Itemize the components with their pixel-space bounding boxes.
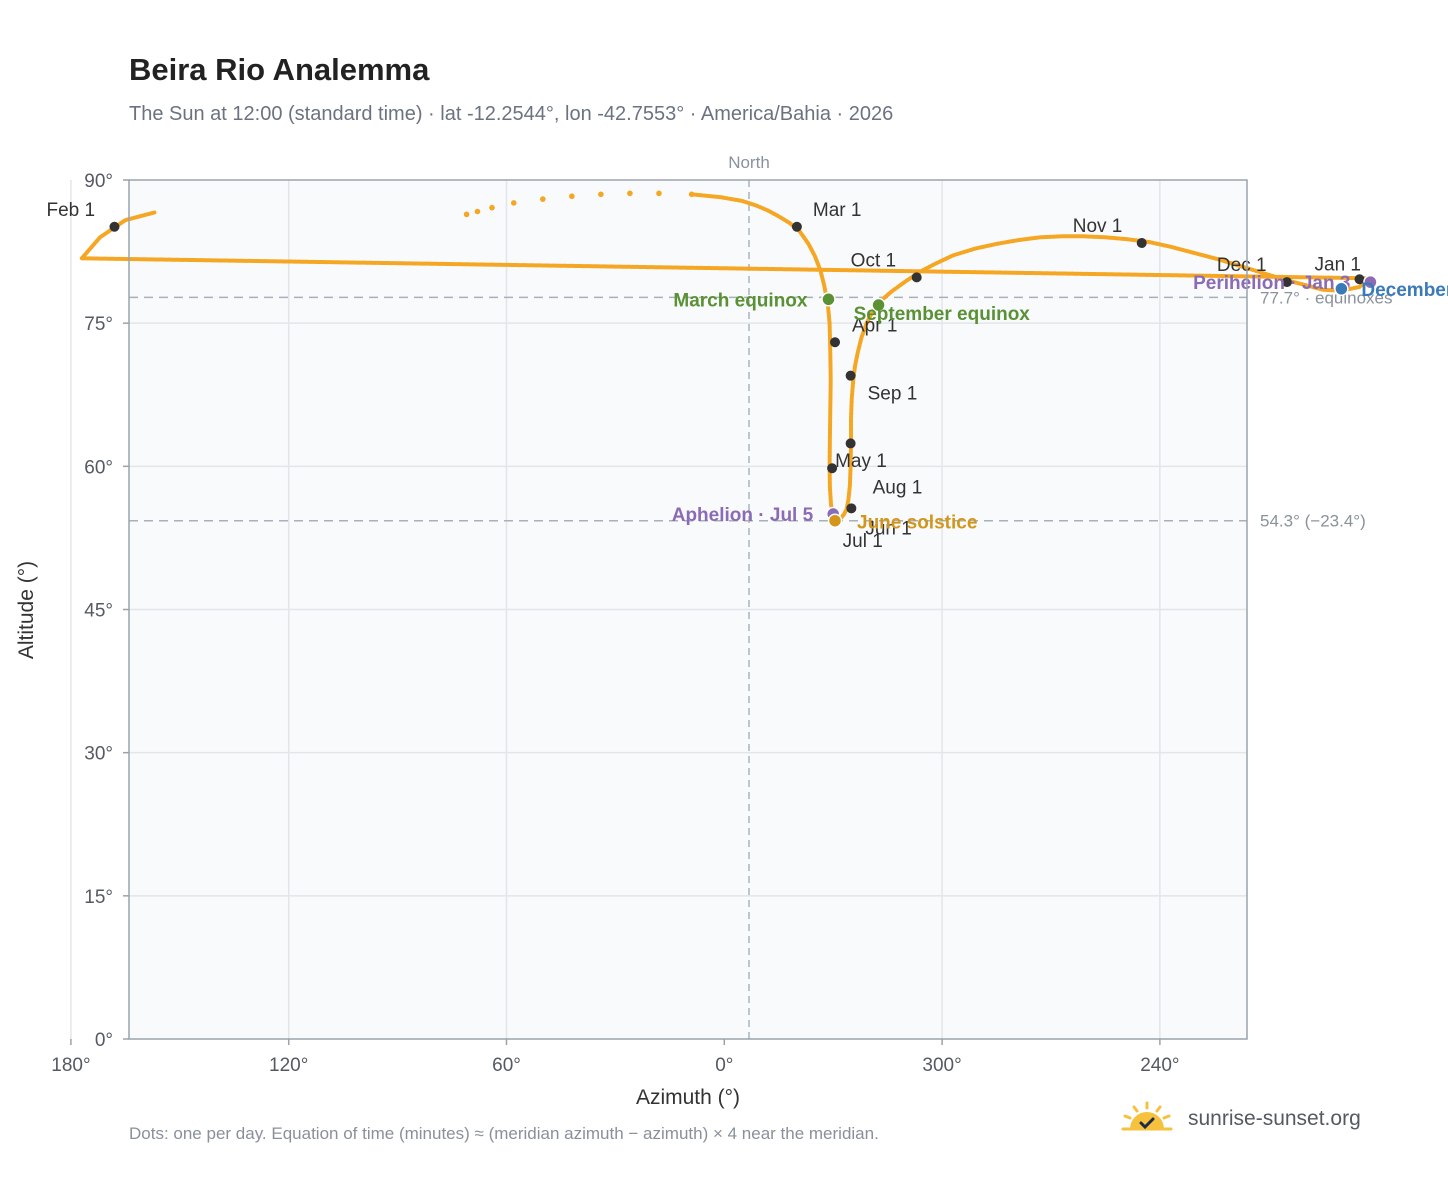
- month-label: Oct 1: [851, 250, 896, 271]
- month-marker: [845, 438, 856, 449]
- event-markers: Perihelion · Jan 3 December solstice March…: [672, 273, 1448, 534]
- month-marker: [845, 370, 856, 381]
- month-label: Aug 1: [873, 477, 923, 498]
- month-label: Dec 1: [1217, 255, 1267, 276]
- x-axis-label: Azimuth (°): [636, 1086, 740, 1109]
- event-marker: [821, 292, 836, 307]
- month-label: Jul 1: [843, 531, 883, 552]
- daily-dot: [688, 191, 695, 198]
- reference-line-label: 54.3° (−23.4°): [1260, 512, 1366, 531]
- chart-title: Beira Rio Analemma: [129, 52, 430, 87]
- event-marker: [827, 513, 843, 528]
- month-marker: [1136, 237, 1147, 248]
- daily-dot: [540, 196, 546, 202]
- event-marker: [1334, 281, 1349, 297]
- x-tick-label: 120°: [269, 1055, 308, 1076]
- event-marker: [871, 297, 886, 313]
- x-tick-label: 240°: [1140, 1055, 1179, 1076]
- y-axis-ticks: 0° 15° 30° 45° 60° 75° 90°: [84, 171, 129, 1051]
- reference-lines: 77.7° · equinoxes 54.3° (−23.4°): [129, 288, 1393, 531]
- daily-dot: [489, 204, 495, 211]
- meridian: North: [728, 153, 770, 1039]
- brand[interactable]: sunrise-sunset.org: [1120, 1101, 1361, 1137]
- month-marker: [911, 272, 922, 283]
- month-marker: [830, 337, 841, 348]
- chart-subtitle: The Sun at 12:00 (standard time) · lat -…: [129, 103, 894, 125]
- daily-dot: [474, 208, 481, 215]
- event-label: December solstice: [1361, 280, 1448, 301]
- event-marker: [1363, 274, 1378, 290]
- y-tick-label: 15°: [84, 887, 113, 908]
- event-label: June solstice: [857, 513, 977, 534]
- month-marker: [791, 221, 802, 232]
- daily-dot: [463, 211, 470, 218]
- y-tick-label: 90°: [84, 171, 113, 192]
- x-tick-label: 300°: [922, 1055, 961, 1076]
- x-axis-ticks: 180° 240° 300° 0° 60° 120°: [51, 1039, 1180, 1076]
- daily-dot: [598, 191, 604, 198]
- x-tick-label: 180°: [51, 1055, 90, 1076]
- event-label: September equinox: [854, 304, 1031, 325]
- y-tick-label: 60°: [84, 457, 113, 478]
- month-marker: [109, 221, 120, 232]
- brand-name: sunrise-sunset.org: [1188, 1107, 1361, 1130]
- month-label: Feb 1: [46, 200, 95, 221]
- event-label: Aphelion · Jul 5: [672, 505, 814, 526]
- y-axis-label: Altitude (°): [15, 561, 38, 659]
- x-tick-label: 60°: [492, 1055, 521, 1076]
- event-label: March equinox: [673, 290, 808, 311]
- month-label: Jan 1: [1315, 254, 1361, 275]
- y-tick-label: 75°: [84, 314, 113, 335]
- analemma-curve: [79, 190, 1373, 521]
- month-label: Jun 1: [865, 518, 911, 539]
- y-tick-label: 30°: [84, 744, 113, 765]
- daily-dot: [656, 190, 662, 197]
- month-label: May 1: [835, 451, 887, 472]
- month-label: Mar 1: [813, 200, 862, 221]
- daily-dot: [627, 190, 633, 197]
- meridian-label: North: [728, 153, 770, 172]
- daily-dot: [569, 193, 575, 200]
- event-label: Perihelion · Jan 3: [1193, 273, 1350, 294]
- month-label: Nov 1: [1073, 216, 1123, 237]
- reference-line-label: 77.7° · equinoxes: [1260, 288, 1393, 307]
- month-label: Apr 1: [852, 315, 897, 336]
- footnote: Dots: one per day. Equation of time (min…: [129, 1124, 879, 1143]
- month-marker: [1281, 277, 1292, 288]
- month-marker: [827, 463, 838, 474]
- x-tick-label: 0°: [715, 1055, 733, 1076]
- y-tick-label: 0°: [95, 1030, 113, 1051]
- month-marker: [1354, 274, 1365, 285]
- month-label: Sep 1: [868, 384, 918, 405]
- analemma-path: [79, 192, 1373, 521]
- y-tick-label: 45°: [84, 601, 113, 622]
- sun-logo-icon: [1121, 1101, 1173, 1131]
- grid: [70, 180, 1247, 1039]
- daily-dot: [510, 200, 517, 206]
- month-marker: [846, 503, 857, 514]
